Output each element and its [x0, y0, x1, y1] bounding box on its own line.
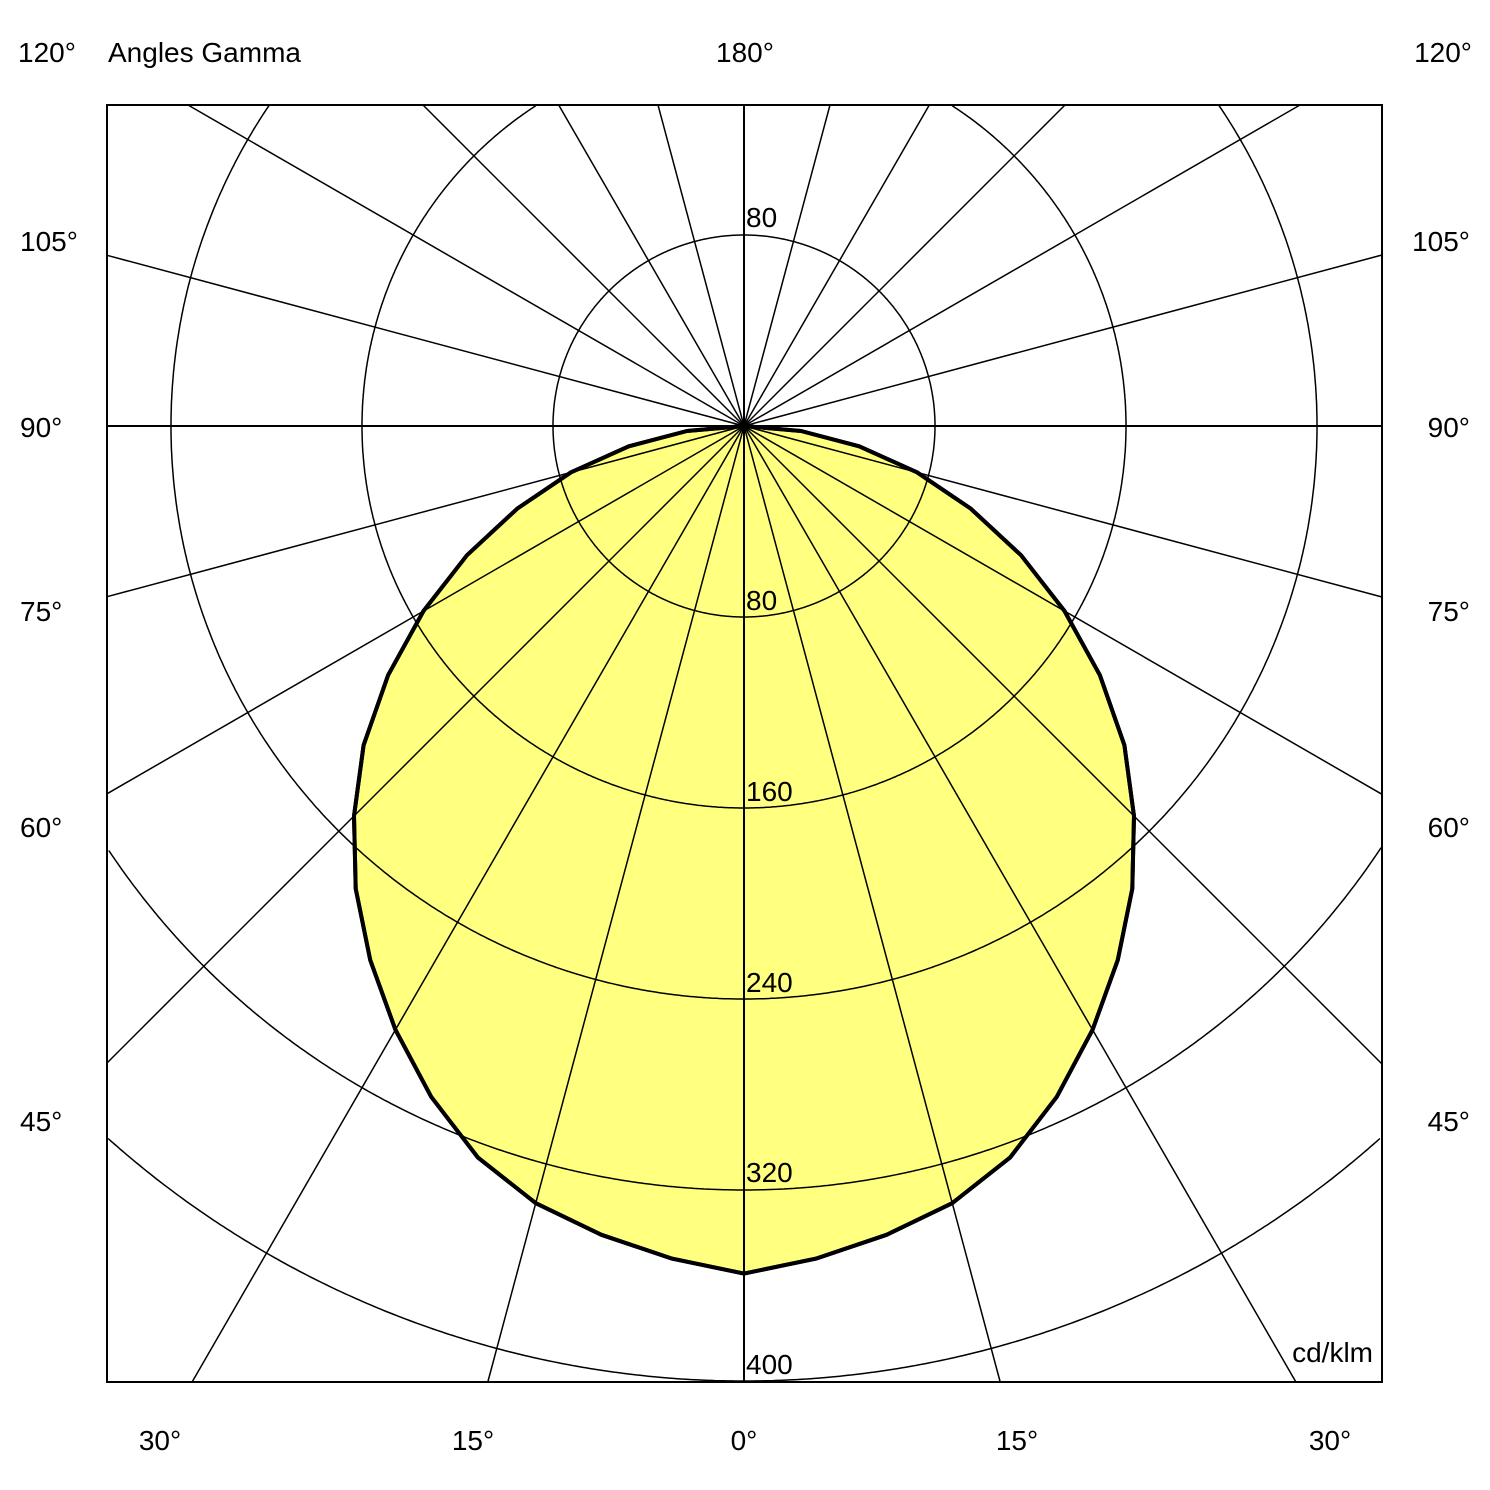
- intensity-curve-outline: [352, 424, 1136, 1276]
- radial-line: [106, 425, 745, 1064]
- ring-label: 80: [746, 585, 777, 616]
- radial-line: [106, 254, 745, 427]
- corner-label-right: 120°: [1414, 37, 1472, 68]
- ring-320: [108, 847, 1382, 1191]
- radial-line: [743, 104, 831, 427]
- radial-line: [191, 425, 745, 1383]
- side-angle-label-right: 105°: [1412, 226, 1470, 257]
- ring-label: 80: [746, 202, 777, 233]
- plot-frame: [106, 104, 1383, 1383]
- ring-400: [107, 1137, 1381, 1382]
- top-angle-label: 180°: [716, 37, 774, 68]
- unit-label: cd/klm: [1292, 1337, 1373, 1368]
- side-angle-label-right: 45°: [1428, 1106, 1470, 1137]
- radial-line: [657, 104, 745, 427]
- side-angle-label-right: 90°: [1428, 412, 1470, 443]
- side-angle-label-left: 45°: [20, 1106, 62, 1137]
- radial-line: [743, 254, 1383, 427]
- bottom-angle-label: 15°: [996, 1425, 1038, 1456]
- side-angle-label-left: 105°: [20, 226, 78, 257]
- radial-line: [487, 425, 745, 1383]
- radial-line: [187, 104, 745, 427]
- ring-label: 400: [746, 1349, 793, 1380]
- radial-line: [743, 425, 1297, 1383]
- side-angle-label-left: 90°: [20, 412, 62, 443]
- radial-line: [106, 425, 745, 598]
- side-angle-label-right: 75°: [1428, 596, 1470, 627]
- bottom-angle-label: 30°: [1309, 1425, 1351, 1456]
- bottom-angle-label: 15°: [452, 1425, 494, 1456]
- ring-240: [170, 105, 1318, 1000]
- corner-label-left: 120°: [18, 37, 76, 68]
- bottom-angle-label: 30°: [139, 1425, 181, 1456]
- chart-title: Angles Gamma: [108, 37, 301, 68]
- radial-line: [558, 104, 745, 427]
- radial-line: [743, 425, 1383, 598]
- ring-label: 320: [746, 1157, 793, 1188]
- radial-line: [743, 104, 930, 427]
- bottom-angle-label: 0°: [731, 1425, 758, 1456]
- radial-line: [743, 425, 1001, 1383]
- polar-grid: [106, 104, 1383, 1383]
- side-angle-label-left: 60°: [20, 812, 62, 843]
- side-angle-label-right: 60°: [1428, 812, 1470, 843]
- ring-label: 240: [746, 967, 793, 998]
- radial-line: [743, 104, 1066, 427]
- radial-line: [743, 104, 1301, 427]
- radial-line: [422, 104, 745, 427]
- side-angle-label-left: 75°: [20, 596, 62, 627]
- ring-160: [361, 104, 1127, 809]
- radial-line: [743, 425, 1383, 1065]
- ring-label: 160: [746, 776, 793, 807]
